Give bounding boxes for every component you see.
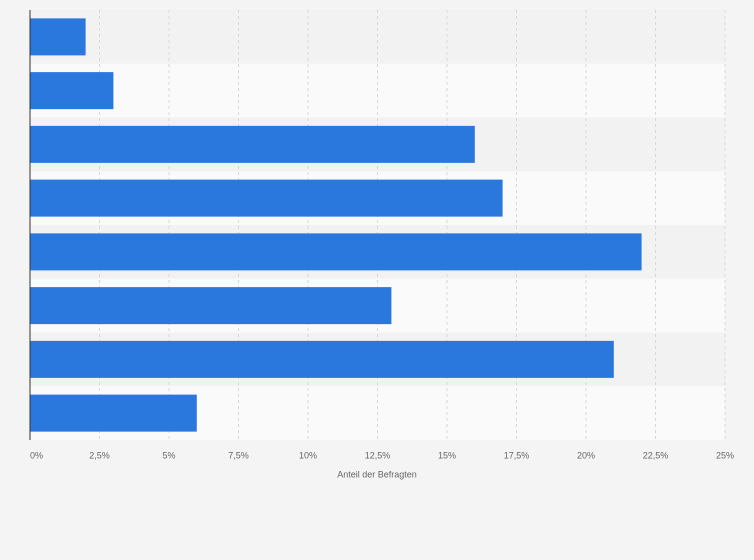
bar (30, 72, 114, 110)
x-tick-label: 25% (716, 450, 734, 460)
bar (30, 179, 503, 217)
x-tick-label: 5% (162, 450, 175, 460)
x-tick-label: 15% (438, 450, 456, 460)
bar (30, 340, 614, 378)
bar (30, 233, 642, 271)
x-tick-label: 17,5% (504, 450, 530, 460)
bar (30, 18, 86, 56)
x-tick-label: 0% (30, 450, 43, 460)
x-axis-title: Anteil der Befragten (337, 469, 417, 479)
x-tick-label: 12,5% (365, 450, 391, 460)
bar (30, 287, 392, 325)
x-tick-label: 2,5% (89, 450, 110, 460)
x-tick-label: 7,5% (228, 450, 249, 460)
bar (30, 394, 197, 432)
bar (30, 125, 475, 163)
x-tick-label: 20% (577, 450, 595, 460)
x-tick-label: 10% (299, 450, 317, 460)
x-tick-label: 22,5% (643, 450, 669, 460)
